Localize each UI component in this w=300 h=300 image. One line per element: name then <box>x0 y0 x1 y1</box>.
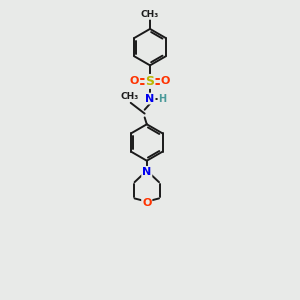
Text: CH₃: CH₃ <box>141 10 159 19</box>
Text: O: O <box>142 198 152 208</box>
Text: N: N <box>142 167 152 177</box>
Text: CH₃: CH₃ <box>121 92 139 100</box>
Text: N: N <box>146 94 154 103</box>
Text: O: O <box>161 76 170 86</box>
Text: O: O <box>130 76 139 86</box>
Text: H: H <box>158 94 166 103</box>
Text: S: S <box>146 75 154 88</box>
